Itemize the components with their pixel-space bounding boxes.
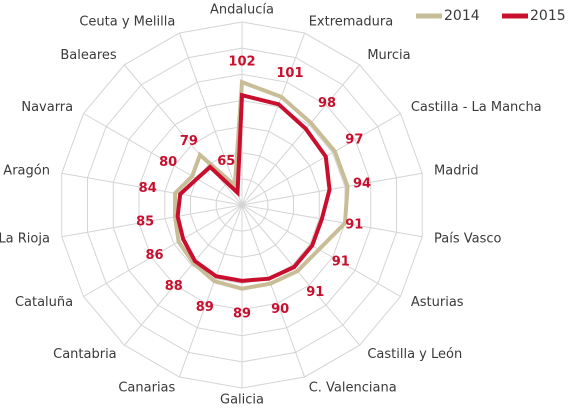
category-label: Ceuta y Melilla	[79, 14, 175, 29]
data-label: 80	[159, 155, 177, 170]
grid-spoke	[241, 64, 361, 206]
data-label: 86	[146, 248, 164, 263]
category-label: Castilla y León	[367, 347, 462, 362]
data-label: 88	[165, 279, 183, 294]
legend-label: 2015	[530, 8, 566, 24]
data-label: 65	[217, 154, 235, 169]
series-line	[173, 79, 350, 291]
data-label: 90	[271, 302, 289, 317]
grid-spoke	[123, 204, 243, 346]
grid-spoke	[83, 204, 243, 297]
category-label: C. Valenciana	[309, 381, 397, 396]
data-label: 91	[306, 285, 324, 300]
grid-spoke	[241, 204, 401, 297]
data-label: 91	[332, 255, 350, 270]
data-label: 84	[139, 181, 157, 196]
grid-spoke	[61, 172, 243, 206]
data-label: 101	[276, 66, 303, 81]
grid-spoke	[241, 204, 361, 346]
data-label: 98	[318, 96, 336, 111]
legend-label: 2014	[444, 8, 480, 24]
data-label: 79	[180, 134, 198, 149]
grid-spoke	[61, 204, 243, 238]
category-label: Murcia	[367, 48, 410, 63]
category-label: Navarra	[21, 100, 73, 115]
data-label: 94	[353, 176, 371, 191]
data-label: 97	[345, 133, 363, 148]
category-label: Madrid	[434, 164, 479, 179]
grid-spoke	[241, 113, 401, 206]
series-line	[175, 92, 332, 283]
data-label: 85	[136, 215, 154, 230]
grid-spoke	[241, 204, 423, 238]
grid-spoke	[241, 32, 306, 206]
grid-spoke	[178, 204, 243, 378]
category-label: Galicia	[220, 393, 264, 408]
grid-spoke	[83, 113, 243, 206]
data-label: 89	[233, 306, 251, 321]
grid-spoke	[123, 64, 243, 206]
grid-spoke	[241, 204, 306, 378]
category-label: Castilla - La Mancha	[411, 100, 542, 115]
grid-spoke	[241, 172, 423, 206]
category-label: Asturias	[411, 295, 464, 310]
grid-spoke	[178, 32, 243, 206]
category-label: Aragón	[3, 164, 50, 179]
category-label: Extremadura	[309, 14, 394, 29]
category-label: Cataluña	[15, 295, 73, 310]
category-label: La Rioja	[0, 231, 50, 246]
data-label: 91	[345, 217, 363, 232]
data-label: 102	[228, 55, 255, 70]
category-label: Andalucía	[210, 3, 274, 18]
category-label: Baleares	[60, 48, 117, 63]
category-label: Canarias	[118, 381, 175, 396]
category-label: País Vasco	[434, 231, 502, 246]
category-label: Cantabria	[53, 347, 117, 362]
data-label: 89	[196, 300, 214, 315]
